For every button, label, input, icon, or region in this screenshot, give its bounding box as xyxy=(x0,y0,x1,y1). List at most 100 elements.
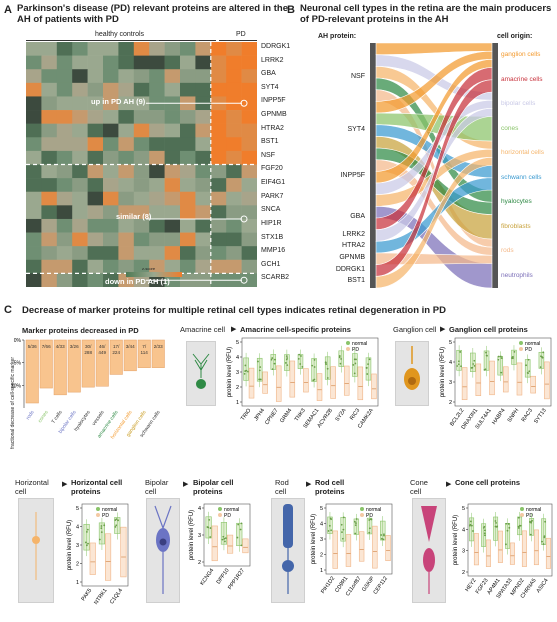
normal-point xyxy=(341,531,343,533)
pd-box xyxy=(332,530,338,569)
y-tick-label: 4 xyxy=(449,360,452,366)
y-tick-label: 5 xyxy=(449,340,452,346)
normal-point xyxy=(114,526,117,528)
normal-point xyxy=(472,530,474,532)
heatmap-cell xyxy=(241,164,257,179)
heatmap-cell xyxy=(133,218,150,233)
pd-box xyxy=(475,363,482,396)
pd-box xyxy=(489,360,495,396)
heatmap-cell xyxy=(72,178,88,193)
normal-point xyxy=(240,544,243,547)
normal-point xyxy=(301,365,304,368)
normal-point xyxy=(511,357,513,360)
heatmap-cell xyxy=(87,137,104,152)
y-tick-label: 3 xyxy=(76,543,79,549)
heatmap-cell xyxy=(241,218,257,233)
ganglion-cell-icon xyxy=(404,346,420,390)
heatmap-cell xyxy=(118,137,135,152)
heatmap-cell xyxy=(210,218,227,233)
normal-point xyxy=(473,359,476,362)
heatmap-cell xyxy=(195,164,212,179)
gene-label: GRM4 xyxy=(279,408,293,424)
heatmap-cell xyxy=(164,82,181,97)
normal-point xyxy=(484,368,487,371)
marker-bar-label: 224 xyxy=(112,350,120,355)
alluvial-flow xyxy=(375,79,493,277)
heatmap-cell xyxy=(241,69,257,84)
normal-point xyxy=(494,520,497,522)
normal-point xyxy=(541,540,543,543)
heatmap-cell xyxy=(210,69,227,84)
heatmap-cell xyxy=(164,69,181,84)
marker-bar-label: 3/26 xyxy=(70,344,79,349)
protein-axis xyxy=(370,43,376,288)
pd-box xyxy=(105,533,112,581)
group-pd-label: PD xyxy=(236,31,246,38)
y-tick-label: 3 xyxy=(320,537,323,543)
marker-bar-label: 30/ xyxy=(85,344,92,349)
normal-point xyxy=(327,530,330,532)
heatmap-cell xyxy=(149,150,165,165)
heatmap-cell xyxy=(118,82,135,97)
heatmap-cell xyxy=(149,110,165,124)
heatmap-cell xyxy=(26,150,42,165)
heatmap-cell xyxy=(180,246,196,261)
heatmap-cell xyxy=(103,205,119,220)
y-tick-label: 1 xyxy=(320,568,323,574)
normal-point xyxy=(258,378,261,381)
y-axis-label: protein level (RFU) xyxy=(67,520,73,570)
heatmap-cell xyxy=(72,246,88,261)
heatmap-gene-label: STX1B xyxy=(261,233,284,241)
heatmap-cell xyxy=(149,123,165,138)
heatmap-cell xyxy=(72,82,88,97)
normal-point xyxy=(326,377,329,379)
heatmap-cell xyxy=(180,55,196,70)
cell-origin-label: hyalocytes xyxy=(501,198,532,206)
pd-box xyxy=(275,365,282,402)
pd-box xyxy=(544,361,550,400)
normal-point xyxy=(243,372,246,375)
heatmap-cell xyxy=(87,259,104,274)
heatmap-cell xyxy=(226,69,242,84)
pd-box xyxy=(372,525,378,569)
heatmap-cell xyxy=(26,110,42,124)
heatmap-cell xyxy=(72,123,88,138)
marker-bar-label: 3/44 xyxy=(126,344,135,349)
annotation-similar-line-dot xyxy=(240,215,248,223)
normal-point xyxy=(236,536,239,539)
heatmap-cell xyxy=(103,69,119,84)
normal-point xyxy=(87,542,89,545)
heatmap-cell xyxy=(41,69,58,84)
heatmap-gene-label: EIF4G1 xyxy=(261,179,286,187)
heatmap-cell xyxy=(103,96,119,111)
heatmap-cell xyxy=(26,164,42,179)
normal-point xyxy=(505,543,507,546)
heatmap-cell xyxy=(241,205,257,220)
normal-point xyxy=(313,366,316,368)
heatmap-cell xyxy=(133,150,150,165)
heatmap-cell xyxy=(118,96,135,111)
normal-point xyxy=(457,363,460,366)
heatmap-cell xyxy=(41,232,58,247)
protein-label: DDRGK1 xyxy=(335,265,365,273)
normal-point xyxy=(284,362,287,364)
annotation-down: down in PD AH (1) xyxy=(105,277,170,286)
heatmap-cell xyxy=(26,259,42,274)
normal-point xyxy=(541,356,544,359)
normal-point xyxy=(517,516,520,519)
pd-box xyxy=(89,542,96,575)
normal-point xyxy=(486,354,488,357)
normal-point xyxy=(528,370,531,373)
panel-a-title: Parkinson's disease (PD) relevant protei… xyxy=(17,3,288,25)
normal-point xyxy=(326,367,329,370)
heatmap-cell xyxy=(103,259,119,274)
normal-point xyxy=(286,357,289,359)
heatmap-cell xyxy=(103,42,119,56)
heatmap-cell xyxy=(210,55,227,70)
normal-point xyxy=(355,358,357,361)
marker-bar-label: 449 xyxy=(98,350,106,355)
heatmap-cell xyxy=(118,110,135,124)
normal-point xyxy=(456,365,459,367)
heatmap-cell xyxy=(56,69,73,84)
